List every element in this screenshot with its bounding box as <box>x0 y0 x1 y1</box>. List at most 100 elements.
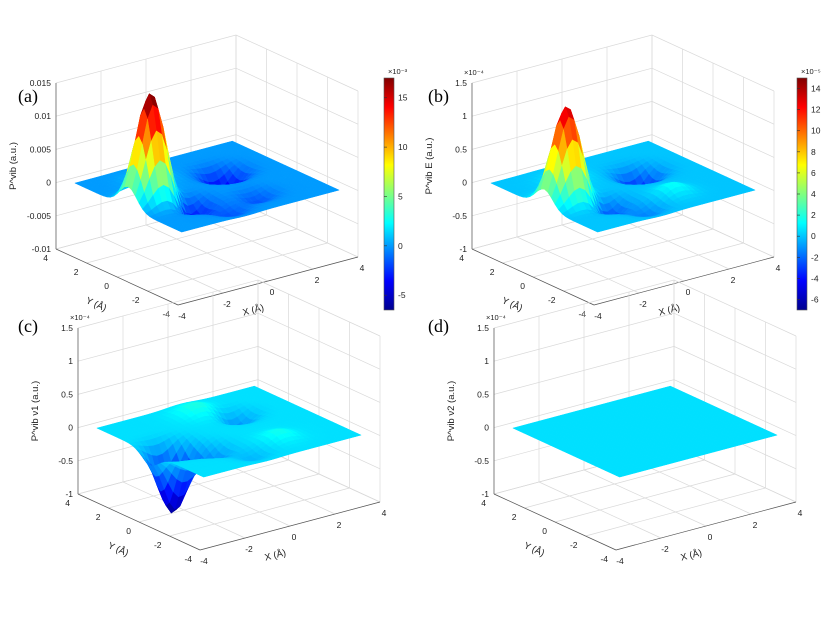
x-tick-label: 4 <box>360 263 365 273</box>
surface-mesh <box>512 385 778 478</box>
floor-gridline <box>554 473 736 523</box>
z-axis-label: P^vib (a.u.) <box>8 142 19 190</box>
y-tick-label: -4 <box>184 554 192 564</box>
panel-label: (b) <box>428 86 449 107</box>
y-tick-label: 2 <box>512 512 517 522</box>
floor-gridline <box>100 236 224 294</box>
y-tick-label: 0 <box>104 281 109 291</box>
z-tick-label: 0 <box>462 178 467 188</box>
z-tick-label: -1 <box>65 489 73 499</box>
z-tick-label: 0 <box>46 178 51 188</box>
panel-label: (d) <box>428 316 449 337</box>
x-axis-line <box>199 501 381 551</box>
z-tick-label: -0.01 <box>32 244 52 254</box>
x-tick-label: 4 <box>798 508 803 518</box>
z-tick-label: 0.005 <box>30 144 52 154</box>
surface-cell <box>593 228 604 233</box>
x-tick-label: 0 <box>686 287 691 297</box>
z-tick-label: 0 <box>484 423 489 433</box>
y-axis-label: Y (Å) <box>84 295 108 314</box>
z-tick-label: 1.5 <box>61 323 73 333</box>
y-tick-label: 4 <box>481 498 486 508</box>
x-tick-label: 0 <box>292 532 297 542</box>
z-tick-label: -0.005 <box>27 211 51 221</box>
surface-panel-a: (a) -0.01 -0.005 0 0.005 0.01 0.015 4 2 0 -2 -4 -4 -2… <box>8 34 408 321</box>
z-tick-label: 0.5 <box>61 389 73 399</box>
surface-cell <box>199 473 210 478</box>
floor-gridline <box>138 473 320 523</box>
y-tick-label: 4 <box>43 253 48 263</box>
x-axis-label: X (Å) <box>264 548 288 564</box>
y-tick-label: -2 <box>154 540 162 550</box>
floor-gridline <box>516 236 640 294</box>
x-axis-label: X (Å) <box>680 548 704 564</box>
colorbar-tick-label: -4 <box>811 273 819 283</box>
y-tick-label: 0 <box>126 526 131 536</box>
colorbar: -6 -4 -2 0 2 4 6 8 10 12 14 ×10⁻⁵ <box>796 67 821 311</box>
colorbar-exponent: ×10⁻⁵ <box>801 67 821 76</box>
x-tick-label: -2 <box>661 544 669 554</box>
y-tick-label: 4 <box>459 253 464 263</box>
y-tick-label: -4 <box>600 554 608 564</box>
z-tick-label: 1.5 <box>455 78 467 88</box>
y-axis-line <box>493 493 617 551</box>
x-tick-label: -4 <box>594 311 602 321</box>
y-axis-line <box>77 493 201 551</box>
floor-gridline <box>122 481 246 539</box>
colorbar-tick-label: 12 <box>811 105 821 115</box>
colorbar: -5 0 5 10 15 ×10⁻³ <box>383 67 408 311</box>
colorbar-tick-label: 10 <box>398 142 408 152</box>
z-axis-label: P^vib ν2 (a.u.) <box>446 381 457 441</box>
z-tick-label: 0 <box>68 423 73 433</box>
z-axis-label: P^vib E (a.u.) <box>424 138 435 195</box>
z-tick-label: 0.015 <box>30 78 52 88</box>
x-tick-label: 0 <box>708 532 713 542</box>
colorbar-tick-label: 15 <box>398 93 408 103</box>
floor-gridline <box>147 242 328 292</box>
y-tick-label: -4 <box>162 309 170 319</box>
y-tick-label: 4 <box>65 498 70 508</box>
panel-label: (c) <box>18 316 38 337</box>
x-tick-label: 2 <box>753 520 758 530</box>
z-tick-label: 0.5 <box>477 389 489 399</box>
floor-gridline <box>538 481 662 539</box>
colorbar-tick-label: 5 <box>398 191 403 201</box>
y-axis-label: Y (Å) <box>106 540 130 559</box>
surface-panel-c: (c) -1 -0.5 0 0.5 1 1.5×10⁻⁴ 4 2 0 -2 -4 -4 -2 0 2 4 Y (Å… <box>18 279 387 566</box>
colorbar-tick-label: 0 <box>398 241 403 251</box>
x-tick-label: -4 <box>616 556 624 566</box>
z-exponent-label: ×10⁻⁴ <box>486 313 506 322</box>
surface-panel-d: (d) -1 -0.5 0 0.5 1 1.5×10⁻⁴ 4 2 0 -2 -4 -4 -2 0 2 4 Y (Å… <box>428 279 803 566</box>
colorbar-tick-label: -5 <box>398 290 406 300</box>
floor-gridline <box>532 228 714 278</box>
surface-mesh <box>74 92 340 233</box>
y-tick-label: 0 <box>542 526 547 536</box>
z-tick-label: 1 <box>462 111 467 121</box>
surface-cell <box>177 228 188 233</box>
surface-mesh <box>96 385 362 514</box>
x-tick-label: -2 <box>639 299 647 309</box>
y-axis-line <box>471 248 595 306</box>
colorbar-tick-label: -6 <box>811 294 819 304</box>
z-exponent-label: ×10⁻⁴ <box>70 313 90 322</box>
z-tick-label: -0.5 <box>474 456 489 466</box>
z-tick-label: -0.5 <box>452 211 467 221</box>
colorbar-tick-label: 4 <box>811 189 816 199</box>
colorbar-tick-label: 6 <box>811 168 816 178</box>
x-axis-label: X (Å) <box>658 303 682 319</box>
colorbar-tick-label: -2 <box>811 252 819 262</box>
colorbar-tick-label: 0 <box>811 231 816 241</box>
axes-box <box>471 34 775 306</box>
x-tick-label: 4 <box>776 263 781 273</box>
x-tick-label: 2 <box>731 275 736 285</box>
y-axis-label: Y (Å) <box>500 295 524 314</box>
x-tick-label: -2 <box>223 299 231 309</box>
z-tick-label: 0.01 <box>34 111 51 121</box>
floor-gridline <box>563 242 744 292</box>
y-tick-label: -2 <box>548 295 556 305</box>
y-tick-label: -2 <box>132 295 140 305</box>
x-tick-label: 4 <box>382 508 387 518</box>
y-tick-label: 0 <box>520 281 525 291</box>
y-tick-label: 2 <box>490 267 495 277</box>
